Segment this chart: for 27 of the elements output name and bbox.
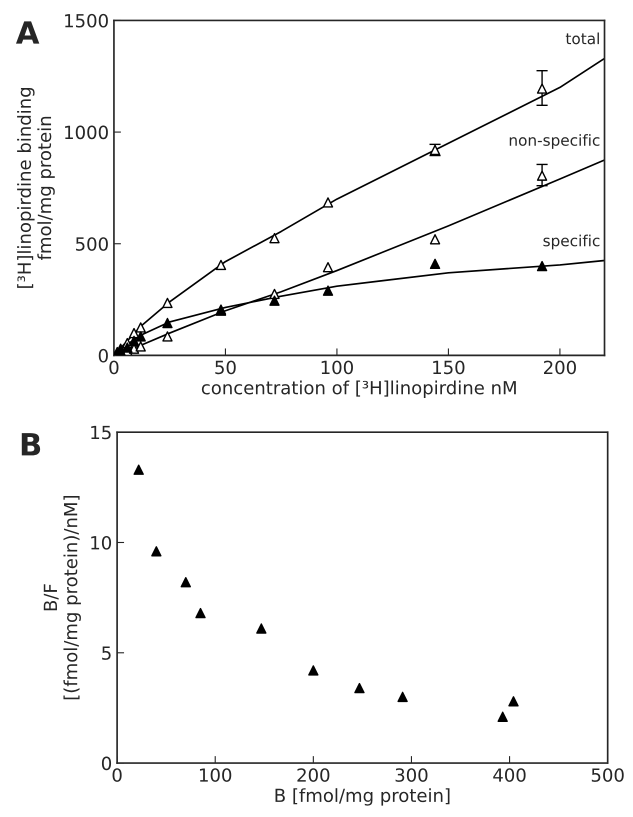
x-tick-label: 100 — [322, 360, 353, 374]
series-label: specific — [543, 234, 600, 250]
chart-title: A — [16, 21, 40, 44]
y-tick-label: 1500 — [65, 14, 108, 28]
x-tick-label: 200 — [297, 768, 330, 782]
series-label: non-specific — [510, 134, 600, 149]
y-tick-label: 5 — [102, 646, 111, 660]
y-tick-label: 10 — [91, 536, 112, 550]
x-tick-label: 400 — [493, 768, 526, 782]
series-label: total — [566, 32, 599, 44]
y-axis-title: B/F [(fmol/mg protein)/nM] — [44, 496, 81, 700]
x-axis-title: concentration of [³H]linopirdine nM — [202, 380, 516, 398]
x-axis-title: B [fmol/mg protein] — [276, 788, 450, 806]
x-tick-label: 100 — [200, 768, 232, 782]
x-tick-label: 300 — [396, 768, 428, 782]
y-tick-label: 0 — [102, 756, 112, 770]
y-tick-label: 500 — [76, 237, 108, 251]
x-tick-label: 0 — [112, 768, 122, 782]
y-tick-label: 15 — [91, 426, 111, 440]
x-tick-label: 500 — [592, 768, 624, 782]
chart-title: B — [22, 433, 40, 456]
y-axis-title: [³H]linopirdine binding fmol/mg protein — [17, 88, 55, 288]
y-tick-label: 1000 — [65, 126, 108, 140]
x-tick-label: 200 — [544, 360, 576, 374]
y-tick-label: 0 — [98, 348, 108, 363]
x-tick-label: 50 — [215, 360, 236, 374]
x-tick-label: 150 — [433, 360, 464, 374]
